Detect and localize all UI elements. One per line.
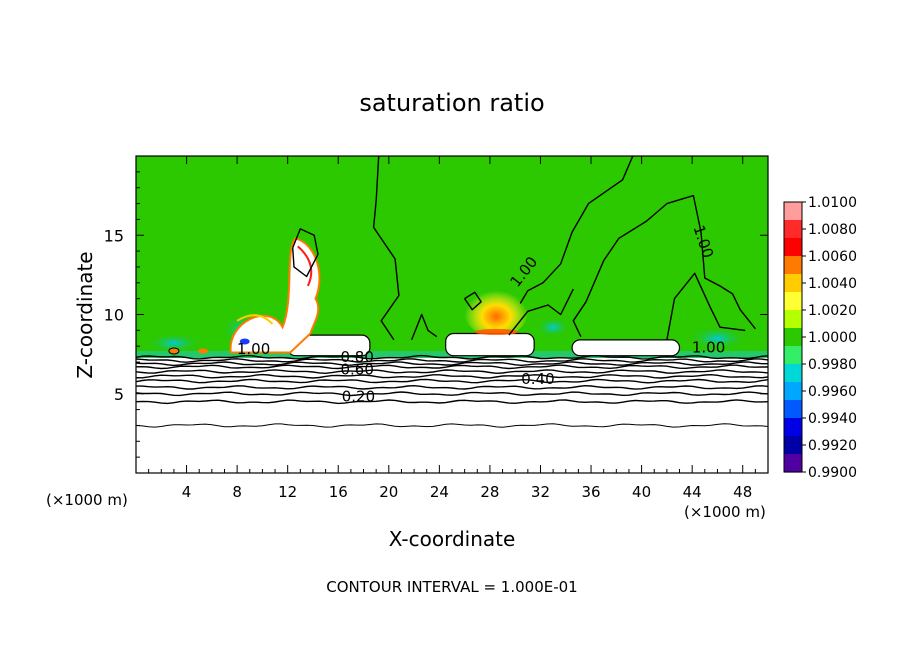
tower-edge <box>236 314 274 325</box>
y-unit-label: (×1000 m) <box>46 491 128 509</box>
colorbar-label: 1.0100 <box>808 195 857 211</box>
contour-line <box>410 313 438 341</box>
colorbar-label: 1.0040 <box>808 276 857 292</box>
colorbar-swatch <box>784 346 802 365</box>
contour-lines <box>136 156 768 428</box>
contour-line <box>136 364 768 370</box>
cloud-region <box>571 339 681 357</box>
contour-line <box>136 391 768 397</box>
subsaturation-patch <box>535 317 572 338</box>
colorbar-swatch <box>784 202 802 221</box>
colorbar-label: 1.0060 <box>808 249 857 265</box>
x-tick-label: 8 <box>232 483 242 501</box>
cloud-layer <box>168 237 681 357</box>
colorbar-label: 1.0020 <box>808 303 857 319</box>
x-tick-label: 16 <box>329 483 348 501</box>
contour-interval-note: CONTOUR INTERVAL = 1.000E-01 <box>326 578 577 596</box>
contour-line <box>136 399 768 405</box>
x-tick-label: 44 <box>683 483 702 501</box>
cloud-detail <box>197 348 208 354</box>
colorbar-label: 1.0080 <box>808 222 857 238</box>
x-tick-label: 12 <box>278 483 297 501</box>
x-tick-label: 28 <box>480 483 499 501</box>
supersaturation-hotspot <box>464 285 529 338</box>
x-tick-label: 48 <box>733 483 752 501</box>
colorbar-swatch <box>784 310 802 329</box>
x-tick-label: 40 <box>632 483 651 501</box>
contour-line <box>136 369 768 375</box>
contour-line <box>666 272 746 341</box>
x-tick-label: 4 <box>182 483 192 501</box>
colorbar-swatch <box>784 328 802 347</box>
colorbar-label: 1.0000 <box>808 330 857 346</box>
contour-line <box>136 358 768 363</box>
colorbar-label: 0.9980 <box>808 357 857 373</box>
cloud-detail <box>168 347 180 355</box>
cloud-detail <box>239 338 250 345</box>
colorbar-swatch <box>784 418 802 437</box>
y-axis: 5 10 15 <box>104 171 768 458</box>
y-axis-label: Z-coordinate <box>73 251 97 378</box>
contour-line <box>136 354 768 360</box>
colorbar-swatch <box>784 238 802 257</box>
contour-line <box>136 378 768 384</box>
y-tick-label: 5 <box>114 385 124 404</box>
colorbar-swatch <box>784 220 802 239</box>
tower-edge <box>297 245 313 287</box>
lower-clear-region <box>136 358 768 473</box>
contour-line <box>136 361 768 367</box>
x-axis-label: X-coordinate <box>389 527 516 551</box>
x-tick-label: 32 <box>531 483 550 501</box>
x-tick-label: 20 <box>379 483 398 501</box>
colorbar-swatch <box>784 436 802 455</box>
chart-title: saturation ratio <box>359 89 544 117</box>
contour-line <box>572 194 756 338</box>
x-axis: 4 8 12 16 20 24 28 32 36 40 44 48 <box>148 156 756 501</box>
contour-label: 0.20 <box>342 388 375 406</box>
contour-label: 0.40 <box>521 370 554 388</box>
contour-line <box>372 156 400 341</box>
colorbar-swatch <box>784 454 802 473</box>
subsaturation-patch <box>145 333 202 354</box>
colorbar: 1.0100 1.0080 1.0060 1.0040 1.0020 1.0000 0.99… <box>783 195 857 481</box>
colorbar-swatch <box>784 382 802 401</box>
colorbar-swatch <box>784 274 802 293</box>
colorbar-swatch <box>784 400 802 419</box>
plot-area: 1.00 0.800.600.400.201.001.001.00 <box>136 156 768 473</box>
contour-line <box>292 228 319 278</box>
subsaturation-patch <box>687 326 748 351</box>
x-tick-label: 36 <box>581 483 600 501</box>
y-tick-label: 15 <box>104 226 124 245</box>
colorbar-swatch <box>784 364 802 383</box>
colorbar-label: 0.9940 <box>808 411 857 427</box>
contour-label: 0.60 <box>340 361 373 379</box>
contour-label: 1.00 <box>237 340 270 358</box>
cloud-region <box>445 332 535 357</box>
y-tick-label: 10 <box>104 306 124 325</box>
colorbar-label: 0.9960 <box>808 384 857 400</box>
colorbar-swatch <box>784 256 802 275</box>
contour-line <box>136 373 768 379</box>
x-unit-label: (×1000 m) <box>684 503 766 521</box>
contour-label: 1.00 <box>692 339 725 357</box>
colorbar-label: 0.9900 <box>808 465 857 481</box>
contour-label: 0.80 <box>340 348 373 366</box>
contour-line <box>508 288 574 336</box>
contour-line <box>464 291 482 311</box>
colorbar-label: 0.9920 <box>808 438 857 454</box>
contour-line <box>519 156 634 304</box>
contour-line <box>136 384 768 390</box>
cloud-detail <box>474 328 519 335</box>
contour-line <box>136 423 768 428</box>
x-tick-label: 24 <box>430 483 449 501</box>
colorbar-swatch <box>784 292 802 311</box>
